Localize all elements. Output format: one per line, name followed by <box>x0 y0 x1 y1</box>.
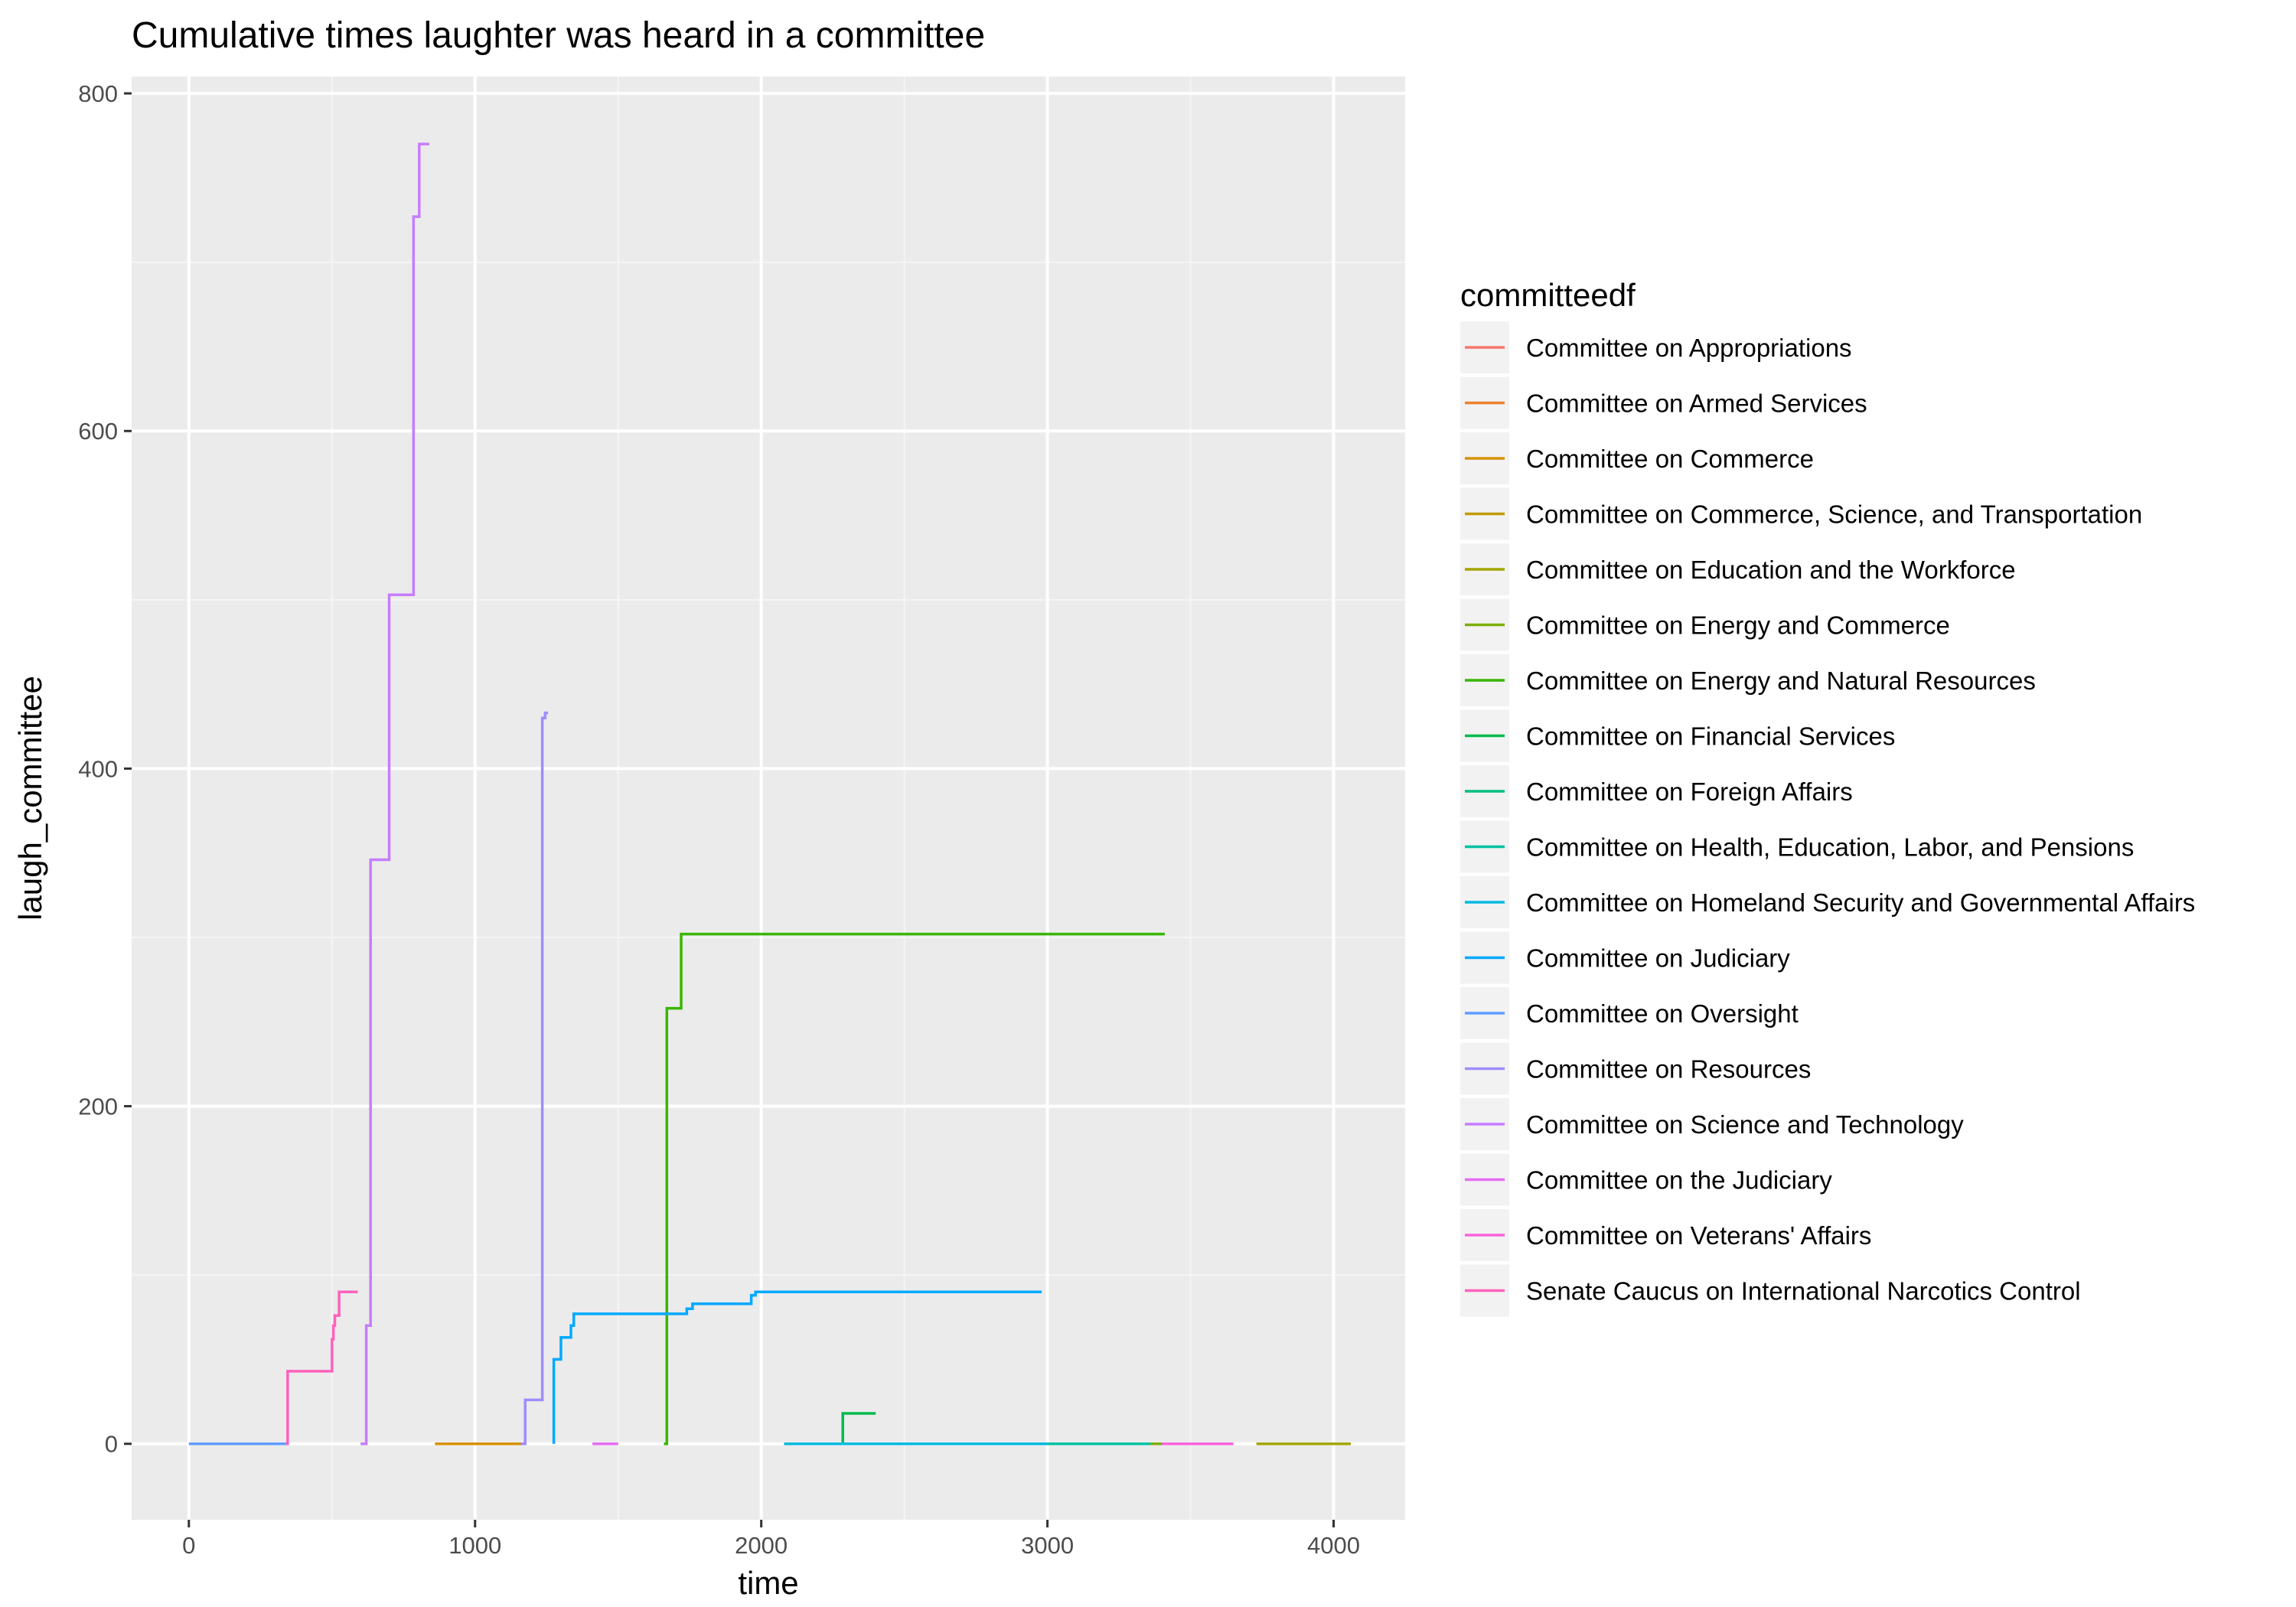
legend-item: Committee on Foreign Affairs <box>1460 765 1853 817</box>
legend-label: Committee on Homeland Security and Gover… <box>1526 888 2195 917</box>
series-line-17 <box>285 1290 358 1446</box>
series-line-11 <box>552 1290 1042 1444</box>
legend-label: Committee on Education and the Workforce <box>1526 556 2016 584</box>
x-tick-label: 0 <box>182 1532 195 1559</box>
legend-item: Committee on Resources <box>1460 1042 1811 1095</box>
legend-item: Committee on Commerce <box>1460 432 1814 484</box>
legend-label: Committee on Commerce <box>1526 445 1814 473</box>
legend-item: Committee on Appropriations <box>1460 321 1852 373</box>
legend-label: Committee on the Judiciary <box>1526 1166 1832 1195</box>
y-tick-label: 400 <box>78 755 118 782</box>
legend-item: Committee on Commerce, Science, and Tran… <box>1460 487 2142 540</box>
legend-label: Committee on Judiciary <box>1526 944 1790 973</box>
legend-label: Committee on Financial Services <box>1526 722 1895 751</box>
legend-items: Committee on Appropriations Committee on … <box>1460 321 2195 1317</box>
legend-item: Committee on Energy and Natural Resource… <box>1460 654 2036 706</box>
legend-item: Committee on Armed Services <box>1460 376 1867 429</box>
plot-panel <box>132 77 1405 1520</box>
y-axis: 0 200 400 600 800 <box>78 80 132 1458</box>
legend-label: Committee on Oversight <box>1526 999 1799 1028</box>
legend-label: Committee on Appropriations <box>1526 334 1852 362</box>
x-tick-label: 4000 <box>1307 1532 1360 1559</box>
legend-item: Committee on Financial Services <box>1460 709 1895 762</box>
legend-label: Senate Caucus on International Narcotics… <box>1526 1277 2081 1305</box>
x-tick-label: 2000 <box>735 1532 788 1559</box>
y-tick-label: 800 <box>78 80 118 107</box>
legend-item: Committee on Energy and Commerce <box>1460 598 1950 651</box>
y-tick-label: 600 <box>78 418 118 445</box>
y-tick-label: 0 <box>105 1431 118 1458</box>
legend-item: Committee on Homeland Security and Gover… <box>1460 876 2195 928</box>
chart-title: Cumulative times laughter was heard in a… <box>132 15 985 56</box>
legend-label: Committee on Armed Services <box>1526 390 1867 418</box>
legend-item: Committee on Judiciary <box>1460 931 1790 984</box>
legend: committeedf Committee on AppropriationsC… <box>1460 277 2195 1317</box>
legend-item: Committee on Health, Education, Labor, a… <box>1460 820 2134 873</box>
legend-label: Committee on Foreign Affairs <box>1526 777 1853 806</box>
x-axis-title: time <box>738 1565 798 1601</box>
legend-item: Committee on Oversight <box>1460 987 1799 1039</box>
legend-label: Committee on Health, Education, Labor, a… <box>1526 833 2134 862</box>
x-axis: 0 1000 2000 3000 4000 <box>182 1520 1360 1559</box>
series-line-14 <box>360 142 429 1446</box>
legend-label: Committee on Commerce, Science, and Tran… <box>1526 500 2142 529</box>
series-layer <box>188 142 1351 1446</box>
series-line-6 <box>664 932 1165 1446</box>
legend-item: Committee on Veterans' Affairs <box>1460 1209 1871 1261</box>
legend-label: Committee on Veterans' Affairs <box>1526 1221 1871 1250</box>
legend-label: Committee on Resources <box>1526 1055 1811 1084</box>
legend-item: Committee on Education and the Workforce <box>1460 543 2016 595</box>
x-tick-label: 1000 <box>448 1532 501 1559</box>
grid-minor <box>132 77 1405 1520</box>
y-tick-label: 200 <box>78 1094 118 1120</box>
legend-label: Committee on Energy and Commerce <box>1526 611 1950 640</box>
legend-title: committeedf <box>1460 277 1636 313</box>
y-axis-title: laugh_committee <box>12 676 48 921</box>
legend-item: Senate Caucus on International Narcotics… <box>1460 1264 2081 1317</box>
legend-label: Committee on Science and Technology <box>1526 1110 1964 1139</box>
x-tick-label: 3000 <box>1021 1532 1074 1559</box>
legend-item: Committee on Science and Technology <box>1460 1098 1964 1150</box>
legend-label: Committee on Energy and Natural Resource… <box>1526 667 2036 695</box>
series-line-13 <box>520 711 549 1446</box>
legend-item: Committee on the Judiciary <box>1460 1153 1832 1206</box>
